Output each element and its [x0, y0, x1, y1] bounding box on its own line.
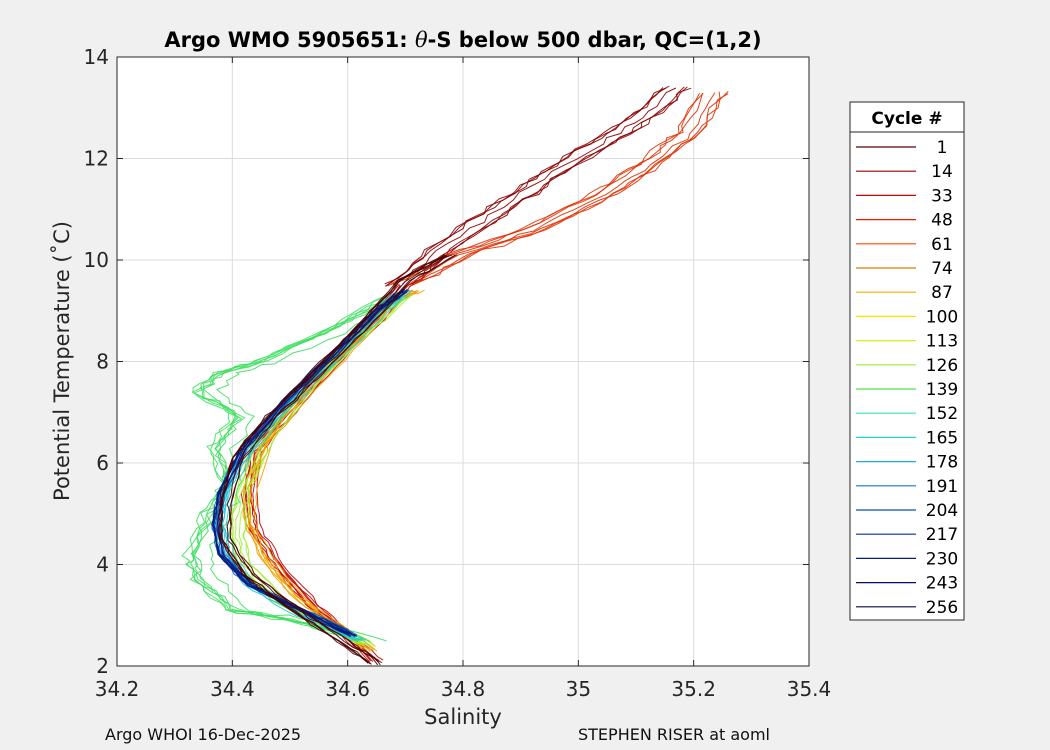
legend-label: 152 — [926, 404, 958, 424]
legend-title: Cycle # — [871, 109, 942, 129]
profile-line — [181, 295, 390, 642]
legend-label: 87 — [931, 283, 953, 303]
legend-label: 256 — [926, 598, 958, 618]
legend-label: 139 — [926, 380, 958, 400]
footer-left-text: Argo WHOI 16-Dec-2025 — [105, 725, 302, 744]
profile-line — [384, 87, 667, 285]
y-tick-label: 14 — [84, 45, 109, 69]
legend-label: 178 — [926, 453, 958, 473]
legend-label: 243 — [926, 574, 958, 594]
footer-right-text: STEPHEN RISER at aoml — [578, 725, 770, 744]
y-tick-label: 10 — [84, 248, 109, 272]
legend-label: 33 — [931, 186, 953, 206]
profile-line — [404, 92, 716, 288]
y-tick-label: 4 — [96, 553, 109, 577]
x-tick-label: 35.2 — [671, 677, 716, 701]
y-tick-label: 6 — [96, 451, 109, 475]
x-tick-label: 35.4 — [787, 677, 832, 701]
x-tick-label: 34.6 — [325, 677, 370, 701]
legend-label: 165 — [926, 428, 958, 448]
profile-line — [238, 294, 405, 646]
profile-line — [401, 87, 677, 285]
y-tick-label: 12 — [84, 147, 109, 171]
profile-line — [387, 92, 700, 287]
legend-label: 61 — [931, 235, 953, 255]
legend-label: 191 — [926, 477, 958, 497]
profile-line — [385, 85, 670, 287]
legend-label: 1 — [937, 138, 948, 158]
profile-lines — [181, 85, 729, 666]
x-tick-label: 34.8 — [441, 677, 486, 701]
profile-line — [229, 254, 458, 664]
legend-label: 14 — [931, 162, 953, 182]
profile-line — [212, 288, 404, 637]
x-tick-label: 34.4 — [210, 677, 255, 701]
legend-label: 126 — [926, 356, 958, 376]
x-axis-label: Salinity — [424, 705, 502, 729]
profile-line — [254, 289, 425, 652]
y-tick-label: 8 — [96, 350, 109, 374]
chart-title: Argo WMO 5905651: θ-S below 500 dbar, QC… — [164, 28, 761, 52]
y-tick-label: 2 — [96, 654, 109, 678]
legend-label: 217 — [926, 525, 958, 545]
profile-line — [409, 87, 692, 287]
profile-line — [390, 92, 704, 285]
profile-line — [220, 255, 447, 664]
x-tick-label: 35 — [566, 677, 591, 701]
profile-line — [226, 254, 453, 666]
axis-ticks: 34.2 34.4 34.6 34.8 35 35.2 35.4 2 4 6 8 10 12 14 — [84, 45, 832, 701]
profile-line — [249, 290, 420, 651]
x-tick-label: 34.2 — [95, 677, 140, 701]
profile-line — [409, 91, 729, 287]
legend-label: 113 — [926, 332, 958, 352]
legend-label: 48 — [931, 211, 953, 231]
legend-label: 100 — [926, 307, 958, 327]
legend-label: 230 — [926, 549, 958, 569]
legend-label: 204 — [926, 501, 958, 521]
legend: Cycle # 11433486174871001131261391521651… — [849, 101, 965, 621]
legend-entries: 1 14 33 48 61 74 87 100 113 126 139 152 165 178 191 204… — [856, 138, 958, 618]
profile-line — [190, 295, 396, 640]
profile-line — [413, 93, 729, 285]
y-axis-label: Potential Temperature (˚C) — [50, 221, 74, 501]
profile-line — [386, 87, 664, 287]
legend-label: 74 — [931, 259, 953, 279]
